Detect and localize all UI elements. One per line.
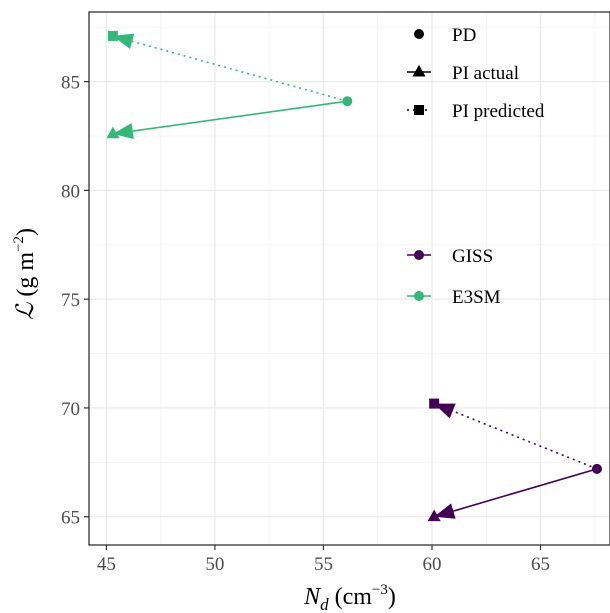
legend-label: GISS [452,246,493,267]
series-e3sm [106,30,353,139]
y-tick-label: 85 [61,73,80,94]
legend-item-circle: PD [414,25,476,46]
x-tick-label: 45 [97,554,116,575]
giss-pi-actual-point [427,509,441,522]
legend-key-circle [414,29,424,39]
legend-label: PI predicted [452,101,545,122]
e3sm-pi-predicted-arrowhead [112,33,135,50]
legend-key-triangle [412,64,426,77]
giss-pd-point [591,463,602,474]
legend: PD PI actual PI predicted GISS E3SM [407,25,545,308]
e3sm-pi-predicted-line [131,40,348,102]
legend-label: PD [452,25,476,46]
legend-item-e3sm: E3SM [407,287,501,308]
giss-pi-actual-line [453,468,598,512]
y-axis-title: ℒ (g m−2) [11,228,39,320]
y-tick-label: 80 [61,181,80,202]
giss-pi-predicted-arrowhead [434,403,456,419]
e3sm-pd-point [342,96,353,107]
ticks: 45 50 55 60 65 65 70 75 80 85 [61,73,550,575]
legend-label: E3SM [452,287,501,308]
x-tick-label: 60 [422,554,441,575]
e3sm-pi-actual-arrowhead [112,123,134,139]
x-axis-title: Nd (cm−3) [303,582,396,613]
grid [89,12,610,545]
legend-key-square [414,105,424,115]
series-legend: GISS E3SM [407,246,501,308]
legend-item-triangle: PI actual [407,63,519,84]
y-tick-label: 75 [61,290,80,311]
e3sm-pi-predicted-point [107,30,118,41]
giss-pi-actual-arrowhead [434,503,456,519]
e3sm-pi-actual-line [132,100,348,132]
data-layer [106,30,602,522]
giss-pi-predicted-point [429,398,440,409]
legend-key-circle [414,250,424,260]
e3sm-pi-actual-point [106,126,120,139]
y-tick-label: 70 [61,399,80,420]
x-tick-label: 65 [531,554,550,575]
legend-label: PI actual [452,63,519,84]
legend-item-square: PI predicted [407,101,545,122]
y-tick-label: 65 [61,508,80,529]
legend-item-giss: GISS [407,246,493,267]
panel-border [88,11,610,546]
marker-legend: PD PI actual PI predicted [407,25,545,122]
legend-key-circle [414,291,424,301]
x-tick-label: 50 [205,554,224,575]
giss-pi-predicted-line [452,410,598,470]
series-giss [427,398,602,522]
x-tick-label: 55 [314,554,333,575]
